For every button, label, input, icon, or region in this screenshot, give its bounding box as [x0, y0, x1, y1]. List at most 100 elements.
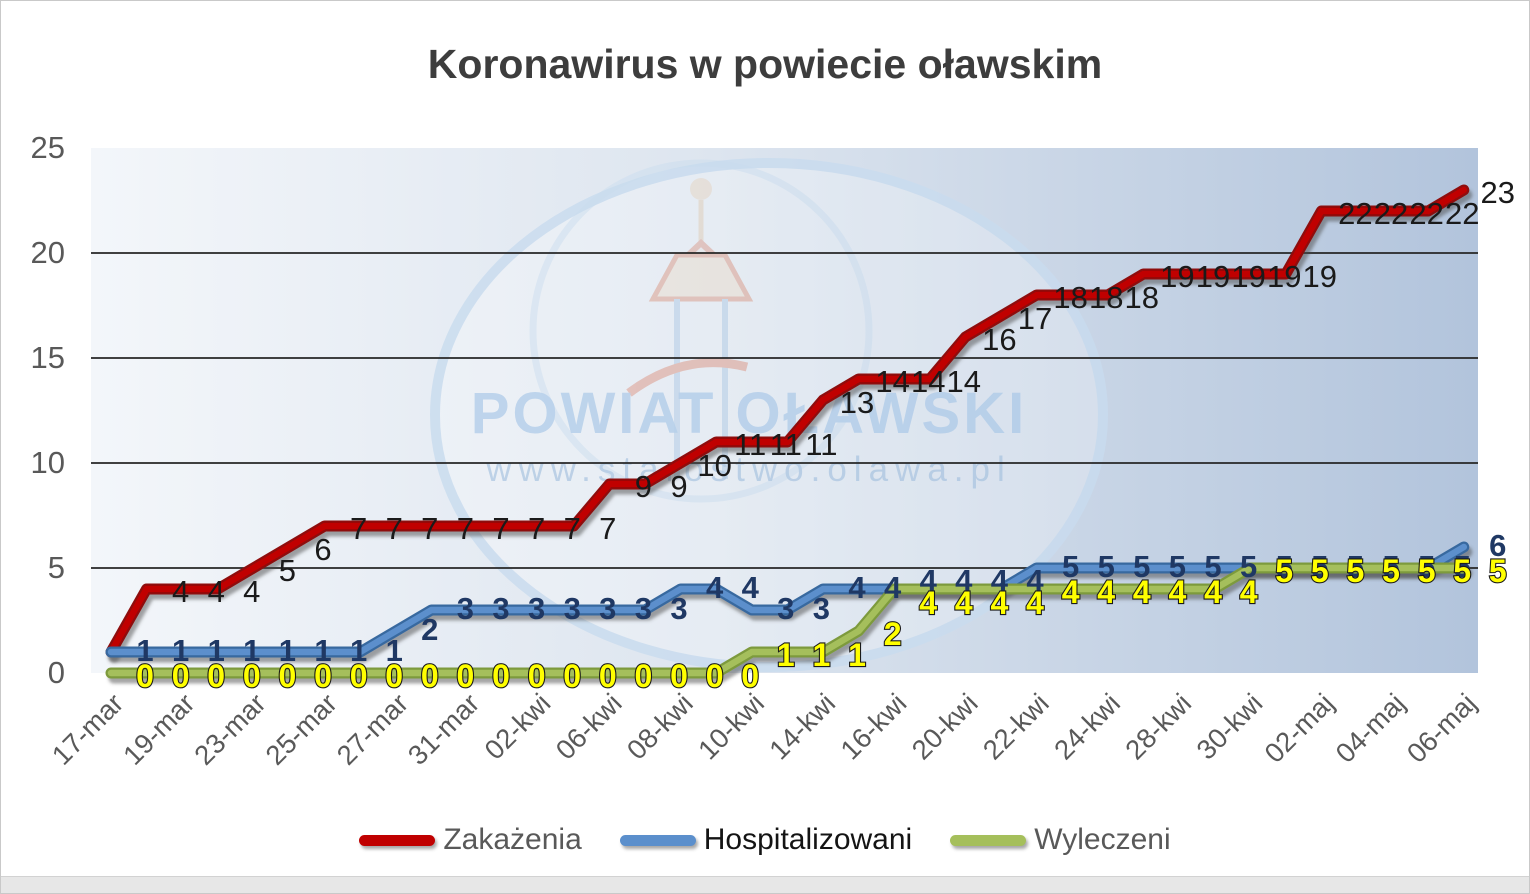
data-label: 1 [350, 633, 367, 668]
series-line [107, 186, 1468, 656]
data-label: 0 [635, 658, 653, 694]
x-axis-label: 28-kwi [1119, 687, 1197, 765]
data-label: 17 [1018, 301, 1052, 336]
series-Wyleczeni [105, 562, 1470, 679]
data-label: 5 [1204, 549, 1221, 584]
data-label: 7 [528, 511, 545, 546]
data-label: 0 [385, 658, 403, 694]
legend-swatch-green [950, 834, 1027, 846]
x-axis-label: 16-kwi [834, 687, 912, 765]
x-axis-label: 17-mar [46, 687, 130, 771]
x-axis-label: 24-kwi [1048, 687, 1126, 765]
x-axis-label: 02-maj [1258, 687, 1339, 768]
data-label: 1 [136, 633, 153, 668]
series-Hospitalizowani [105, 541, 1470, 658]
y-axis-label: 25 [31, 130, 65, 165]
legend-item-zakazenia: Zakażenia [359, 823, 582, 857]
data-label: 3 [813, 591, 830, 626]
data-label: 14 [875, 364, 909, 399]
data-label: 3 [492, 591, 509, 626]
data-label: 16 [982, 322, 1016, 357]
data-label: 4 [919, 585, 937, 621]
data-label: 5 [1489, 553, 1507, 589]
data-label: 0 [350, 658, 368, 694]
data-label: 9 [670, 469, 687, 504]
series-line [107, 564, 1468, 677]
series-line [107, 543, 1468, 656]
data-label: 4 [706, 570, 724, 605]
data-label: 5 [1382, 553, 1400, 589]
tower-icon [626, 178, 754, 479]
data-label: 7 [421, 511, 438, 546]
data-label: 19 [1231, 259, 1265, 294]
data-label: 22 [1338, 196, 1372, 231]
data-label: 4 [1062, 574, 1080, 610]
data-label: 0 [670, 658, 688, 694]
data-label: 0 [741, 658, 759, 694]
legend-swatch-red [359, 834, 436, 846]
data-label: 0 [599, 658, 617, 694]
legend-item-hospitalizowani: Hospitalizowani [619, 823, 912, 857]
data-label: 7 [386, 511, 403, 546]
data-label: 4 [1026, 585, 1044, 621]
data-label: 0 [421, 658, 439, 694]
data-label: 0 [528, 658, 546, 694]
x-axis-label: 10-kwi [692, 687, 770, 765]
data-label: 22 [1409, 196, 1443, 231]
data-label: 18 [1089, 280, 1123, 315]
data-label: 4 [848, 570, 866, 605]
y-axis-label: 15 [31, 340, 65, 375]
data-label: 19 [1160, 259, 1194, 294]
x-axis-label: 25-mar [259, 687, 343, 771]
data-label: 6 [314, 532, 331, 567]
data-label: 4 [991, 563, 1009, 598]
x-axis-label: 19-mar [117, 687, 201, 771]
data-label: 3 [670, 591, 687, 626]
data-label: 1 [243, 633, 260, 668]
data-label: 3 [564, 591, 581, 626]
data-label: 4 [1169, 574, 1187, 610]
data-label: 23 [1481, 175, 1515, 210]
data-label: 4 [955, 585, 973, 621]
data-label: 19 [1303, 259, 1337, 294]
data-label: 5 [1418, 553, 1436, 589]
data-label: 5 [279, 553, 296, 588]
data-label: 7 [599, 511, 616, 546]
legend: Zakażenia Hospitalizowani Wyleczeni [1, 817, 1529, 863]
data-label: 4 [742, 570, 760, 605]
legend-label: Wyleczeni [1034, 823, 1171, 856]
data-label: 1 [777, 637, 795, 673]
data-label: 5 [1347, 553, 1365, 589]
data-label: 5 [1382, 549, 1399, 584]
x-axis-label: 14-kwi [763, 687, 841, 765]
tower-roof [648, 252, 754, 302]
data-label: 18 [1125, 280, 1159, 315]
data-label: 4 [920, 563, 938, 598]
data-label: 5 [1454, 549, 1471, 584]
data-label: 5 [1133, 549, 1150, 584]
data-label: 19 [1267, 259, 1301, 294]
data-label: 7 [492, 511, 509, 546]
data-label: 4 [955, 563, 973, 598]
data-label: 5 [1347, 549, 1364, 584]
data-label: 4 [1133, 574, 1151, 610]
data-label: 18 [1053, 280, 1087, 315]
data-label: 4 [1097, 574, 1115, 610]
data-label: 0 [207, 658, 225, 694]
y-axis-label: 10 [31, 445, 65, 480]
data-label: 10 [697, 448, 731, 483]
watermark-text-line2: www.starostwo.olawa.pl [485, 450, 1012, 489]
data-label: 11 [805, 427, 837, 462]
legend-swatch-blue [619, 834, 696, 846]
data-label: 6 [1489, 528, 1506, 563]
data-label: 1 [386, 633, 403, 668]
x-axis-label: 27-mar [331, 687, 415, 771]
data-label: 4 [1240, 574, 1258, 610]
data-label: 7 [564, 511, 581, 546]
data-label: 0 [243, 658, 261, 694]
tower-ball [690, 178, 712, 200]
data-label: 1 [813, 637, 831, 673]
data-label: 3 [528, 591, 545, 626]
